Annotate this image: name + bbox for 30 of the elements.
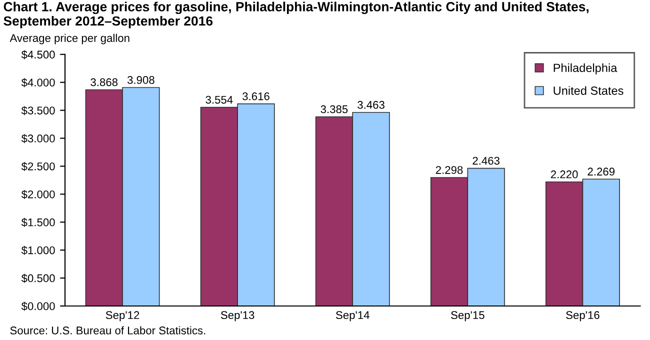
data-label: 3.616 (242, 92, 270, 100)
data-label: 3.463 (358, 100, 384, 109)
y-tick-label: $0.000 (21, 302, 55, 311)
y-tick-label: $2.000 (21, 190, 55, 199)
y-axis-title: Average price per gallon (10, 34, 130, 44)
x-tick-label: Sep'12 (106, 311, 140, 322)
y-tick-label: $4.000 (21, 78, 55, 88)
chart-title: Chart 1. Average prices for gasoline, Philadelphia-Wilmington-Atlantic City and United States, September 2012–September 2016 (4, 2, 589, 28)
data-label: 3.385 (320, 105, 348, 114)
legend-label: Philadelphia (554, 63, 618, 74)
data-label: 3.554 (206, 96, 233, 104)
data-label: 3.868 (90, 78, 118, 86)
y-tick-label: $1.500 (21, 218, 55, 227)
x-tick-label: Sep'14 (336, 311, 370, 322)
x-tick-label: Sep'13 (220, 311, 254, 322)
x-tick-label: Sep'16 (566, 311, 600, 322)
y-tick-label: $0.500 (21, 274, 55, 283)
data-label: 2.463 (472, 156, 500, 165)
data-label: 2.298 (436, 166, 463, 174)
x-tick-label: Sep'15 (451, 311, 484, 322)
y-tick-label: $4.500 (21, 50, 55, 60)
source-note: Source: U.S. Bureau of Labor Statistics. (10, 326, 206, 334)
data-label: 3.908 (127, 76, 154, 84)
y-tick-label: $1.000 (21, 246, 55, 255)
y-tick-label: $3.000 (21, 134, 55, 144)
y-tick-label: $3.500 (21, 106, 55, 116)
data-label: 2.269 (588, 168, 615, 176)
data-label: 2.220 (550, 170, 578, 178)
legend-label: United States (554, 86, 624, 95)
y-tick-label: $2.500 (21, 162, 55, 172)
